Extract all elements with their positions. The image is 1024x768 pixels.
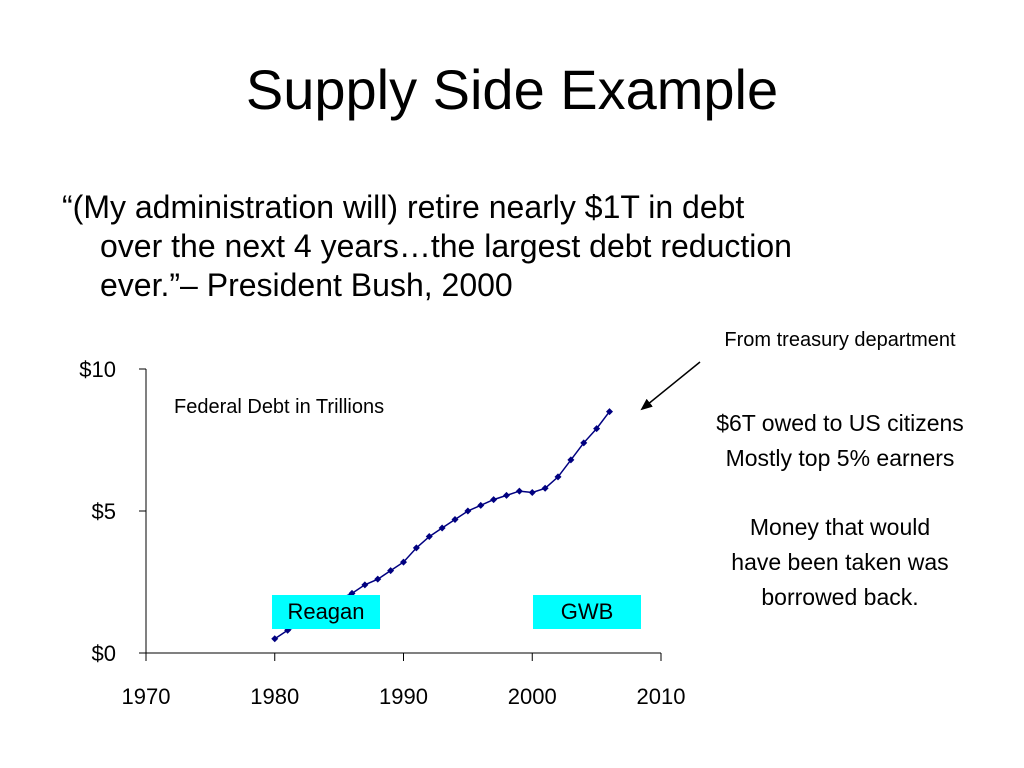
data-point	[528, 489, 536, 497]
data-point	[541, 484, 549, 492]
data-point	[554, 473, 562, 481]
quote-line-1: “(My administration will) retire nearly …	[62, 189, 745, 225]
y-tick-label: $5	[92, 499, 116, 524]
quote-block: “(My administration will) retire nearly …	[62, 188, 982, 305]
x-tick-label: 1990	[379, 684, 428, 709]
data-point	[387, 567, 395, 575]
x-tick-label: 2000	[508, 684, 557, 709]
y-tick-label: $0	[92, 641, 116, 666]
chart-tick-labels: $0 $5 $10 1970 1980 1990 2000 2010	[79, 357, 685, 709]
data-point	[361, 581, 369, 589]
data-point	[580, 439, 588, 447]
chart-axes	[139, 368, 662, 661]
gwb-label-box	[533, 595, 641, 629]
borrowed-note-line-1: Money that would	[749, 514, 931, 540]
gwb-label: GWB	[561, 599, 614, 624]
data-point	[400, 558, 407, 566]
slide-title: Supply Side Example	[245, 58, 779, 121]
data-point	[438, 524, 446, 532]
quote-line-2: over the next 4 years…the largest debt r…	[100, 228, 792, 264]
quote-line-3: ever.”– President Bush, 2000	[100, 267, 513, 303]
data-point	[464, 507, 472, 515]
citizens-note-line-2: Mostly top 5% earners	[725, 445, 955, 471]
data-point	[374, 575, 382, 583]
borrowed-note-line-2: have been taken was	[731, 549, 949, 575]
data-point	[503, 491, 510, 499]
borrowed-note-line-3: borrowed back.	[761, 584, 919, 610]
data-point	[593, 425, 601, 433]
x-tick-label: 1970	[122, 684, 171, 709]
citizens-note: $6T owed to US citizens Mostly top 5% ea…	[670, 406, 1010, 476]
data-point	[567, 456, 575, 464]
reagan-label-box	[272, 595, 380, 629]
data-point	[425, 533, 433, 541]
data-point	[515, 487, 523, 495]
source-arrow	[640, 361, 701, 411]
borrowed-note: Money that would have been taken was bor…	[670, 510, 1010, 615]
citizens-note-line-1: $6T owed to US citizens	[716, 410, 964, 436]
reagan-label: Reagan	[287, 599, 364, 624]
data-point	[490, 496, 498, 504]
x-tick-label: 1980	[250, 684, 299, 709]
data-point	[271, 635, 279, 643]
y-tick-label: $10	[79, 357, 116, 382]
chart-title: Federal Debt in Trillions	[174, 396, 384, 418]
data-point	[412, 544, 420, 552]
x-tick-label: 2010	[637, 684, 686, 709]
data-point	[606, 408, 613, 416]
data-point	[451, 516, 459, 524]
source-note: From treasury department	[724, 329, 956, 351]
data-point	[477, 501, 485, 509]
